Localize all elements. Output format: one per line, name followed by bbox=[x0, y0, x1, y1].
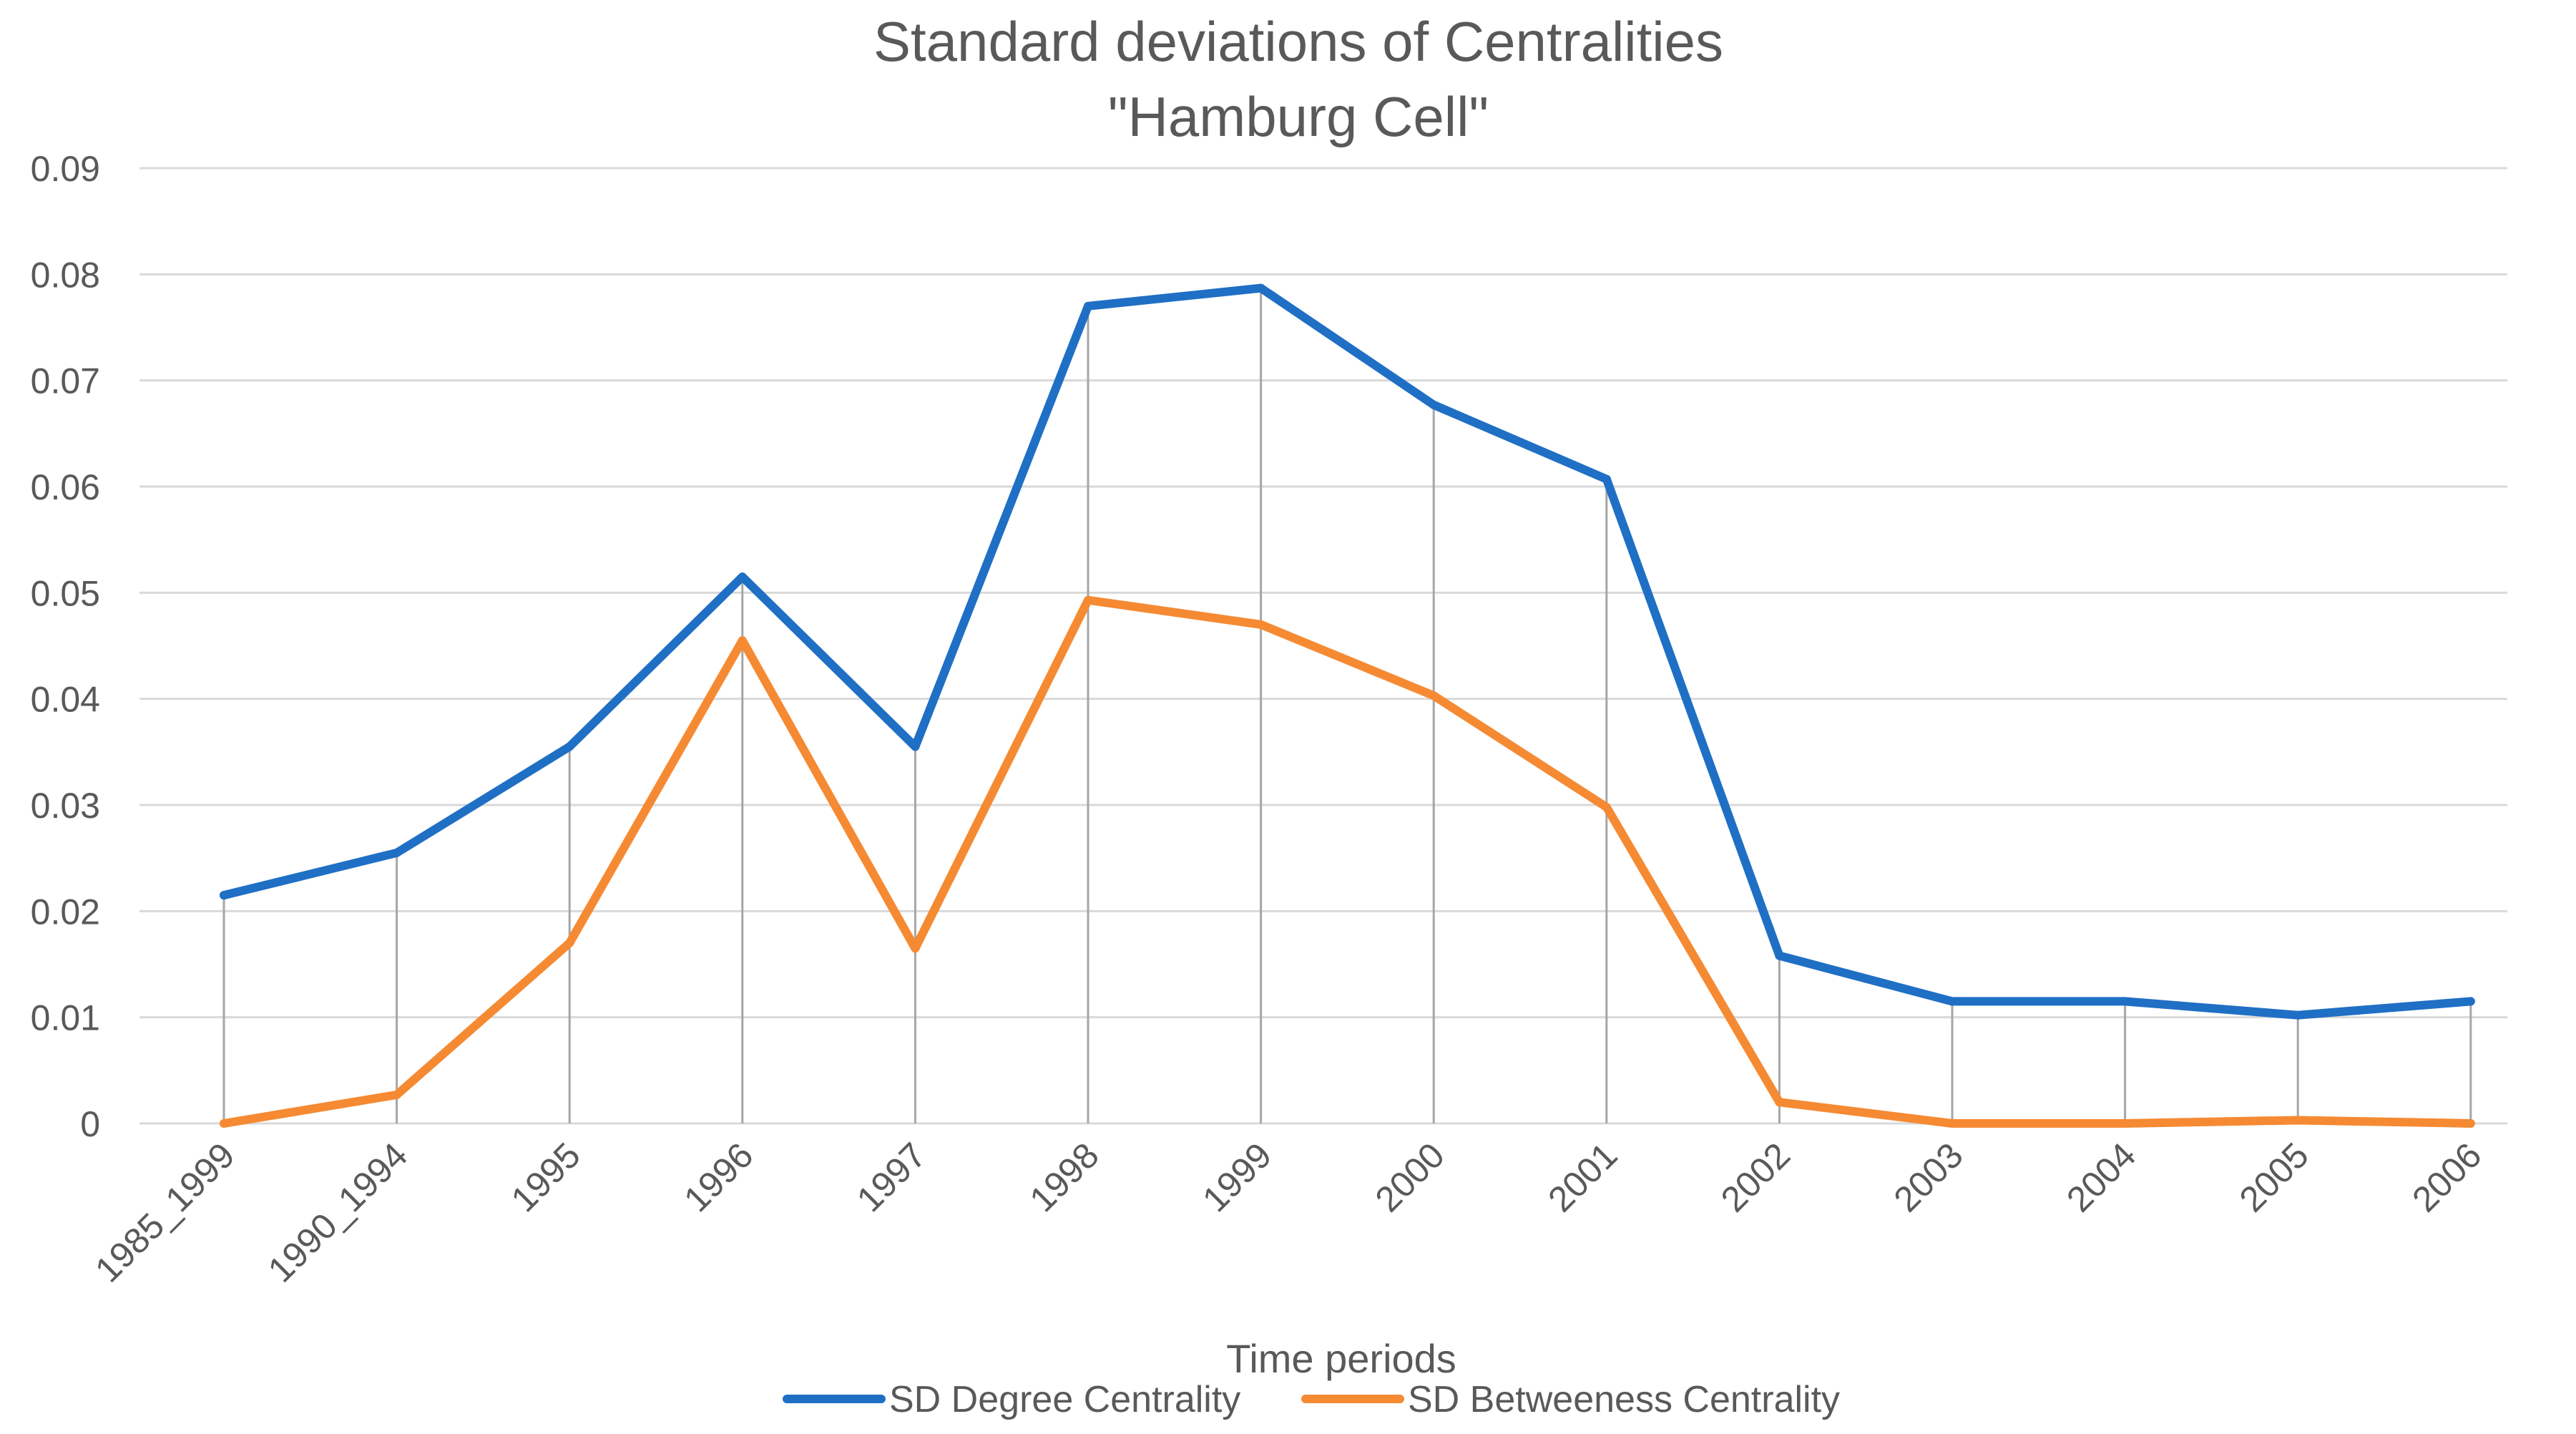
data-point bbox=[2466, 997, 2475, 1006]
data-point bbox=[565, 742, 574, 751]
legend: SD Degree Centrality SD Betweeness Centra… bbox=[783, 1379, 1840, 1420]
x-tick-label: 1995 bbox=[504, 1135, 588, 1219]
x-tick-label: 2006 bbox=[2404, 1135, 2489, 1219]
series-line-sd-degree-centrality bbox=[220, 283, 2475, 1020]
data-point bbox=[2466, 1119, 2475, 1128]
series-lines bbox=[220, 283, 2475, 1128]
data-point bbox=[220, 891, 228, 900]
y-tick-label: 0.05 bbox=[31, 573, 100, 613]
y-tick-label: 0.07 bbox=[31, 361, 100, 401]
data-point bbox=[565, 938, 574, 947]
legend-label: SD Degree Centrality bbox=[889, 1379, 1240, 1420]
data-point bbox=[1775, 1098, 1784, 1107]
x-tick-label: 2002 bbox=[1713, 1135, 1798, 1219]
data-point bbox=[220, 1119, 228, 1128]
data-point bbox=[392, 848, 401, 857]
data-point bbox=[2293, 1116, 2303, 1125]
data-point bbox=[1948, 1119, 1957, 1128]
data-point bbox=[392, 1090, 401, 1099]
gridlines bbox=[139, 167, 2507, 1125]
x-tick-label: 2003 bbox=[1886, 1135, 1971, 1219]
x-tick-label: 1990_1994 bbox=[260, 1135, 416, 1290]
data-point bbox=[2120, 997, 2130, 1006]
chart-title-line-2: "Hamburg Cell" bbox=[1108, 85, 1489, 148]
data-point bbox=[1948, 997, 1957, 1006]
x-tick-label: 1997 bbox=[849, 1135, 934, 1219]
data-point bbox=[911, 944, 920, 953]
y-axis-tick-labels: 0 0.01 0.02 0.03 0.04 0.05 0.06 0.07 0.08 0.09 bbox=[31, 149, 100, 1144]
data-point bbox=[1429, 400, 1439, 409]
x-tick-label: 1996 bbox=[676, 1135, 760, 1219]
y-tick-label: 0.06 bbox=[31, 467, 100, 507]
data-point bbox=[738, 572, 747, 582]
y-tick-label: 0.08 bbox=[31, 255, 100, 295]
x-tick-label: 2001 bbox=[1540, 1135, 1625, 1219]
data-point bbox=[1602, 802, 1611, 811]
y-tick-label: 0.01 bbox=[31, 998, 100, 1038]
x-tick-label: 2004 bbox=[2059, 1135, 2143, 1219]
x-tick-label: 2000 bbox=[1368, 1135, 1452, 1219]
data-point bbox=[738, 636, 747, 645]
data-point bbox=[1602, 474, 1611, 484]
legend-label: SD Betweeness Centrality bbox=[1408, 1379, 1840, 1420]
y-tick-label: 0.09 bbox=[31, 149, 100, 189]
x-tick-label: 1999 bbox=[1195, 1135, 1279, 1219]
data-point bbox=[1429, 691, 1439, 701]
y-tick-label: 0 bbox=[80, 1104, 100, 1144]
data-point bbox=[1084, 595, 1092, 605]
series-line-sd-betweeness-centrality bbox=[220, 595, 2475, 1128]
y-tick-label: 0.03 bbox=[31, 786, 100, 826]
chart-title-line-1: Standard deviations of Centralities bbox=[873, 10, 1723, 73]
data-point bbox=[2293, 1010, 2303, 1020]
data-point bbox=[1084, 301, 1092, 311]
data-point bbox=[911, 742, 920, 751]
x-tick-label: 2005 bbox=[2232, 1135, 2316, 1219]
x-tick-label: 1985_1999 bbox=[87, 1135, 243, 1290]
data-point bbox=[1775, 951, 1784, 960]
x-axis-title: Time periods bbox=[1226, 1336, 1456, 1381]
data-point bbox=[2120, 1119, 2130, 1128]
data-point bbox=[1256, 283, 1265, 293]
data-point bbox=[1256, 620, 1265, 629]
y-tick-label: 0.04 bbox=[31, 680, 100, 720]
x-tick-label: 1998 bbox=[1022, 1135, 1107, 1219]
x-axis-tick-labels: 1985_1999 1990_1994 1995 1996 1997 1998 1999 20… bbox=[87, 1135, 2489, 1290]
y-tick-label: 0.02 bbox=[31, 892, 100, 932]
